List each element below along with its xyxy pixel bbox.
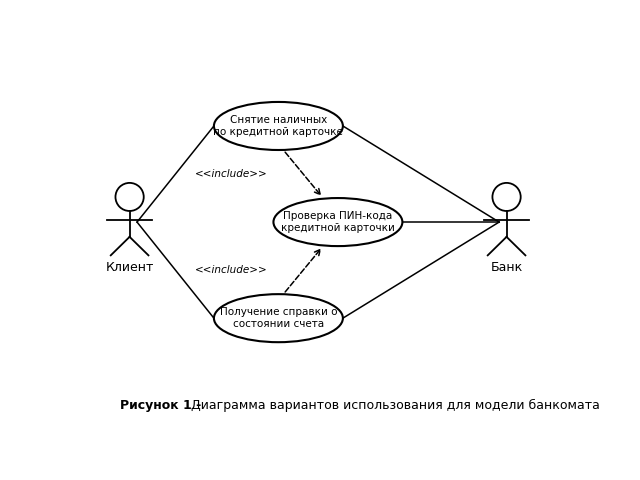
Ellipse shape xyxy=(214,102,343,150)
Text: Банк: Банк xyxy=(490,261,523,274)
Text: <<include>>: <<include>> xyxy=(195,265,268,275)
Text: Получение справки о
состоянии счета: Получение справки о состоянии счета xyxy=(220,307,337,329)
Text: Рисунок 1 -: Рисунок 1 - xyxy=(120,399,205,412)
Text: Снятие наличных
по кредитной карточке: Снятие наличных по кредитной карточке xyxy=(214,115,343,137)
Text: Диаграмма вариантов использования для модели банкомата: Диаграмма вариантов использования для мо… xyxy=(187,399,600,412)
Text: <<include>>: <<include>> xyxy=(195,169,268,179)
Text: Клиент: Клиент xyxy=(106,261,154,274)
Ellipse shape xyxy=(115,183,144,211)
Text: Проверка ПИН-кода
кредитной карточки: Проверка ПИН-кода кредитной карточки xyxy=(281,211,395,233)
Ellipse shape xyxy=(273,198,403,246)
Ellipse shape xyxy=(492,183,521,211)
Ellipse shape xyxy=(214,294,343,342)
